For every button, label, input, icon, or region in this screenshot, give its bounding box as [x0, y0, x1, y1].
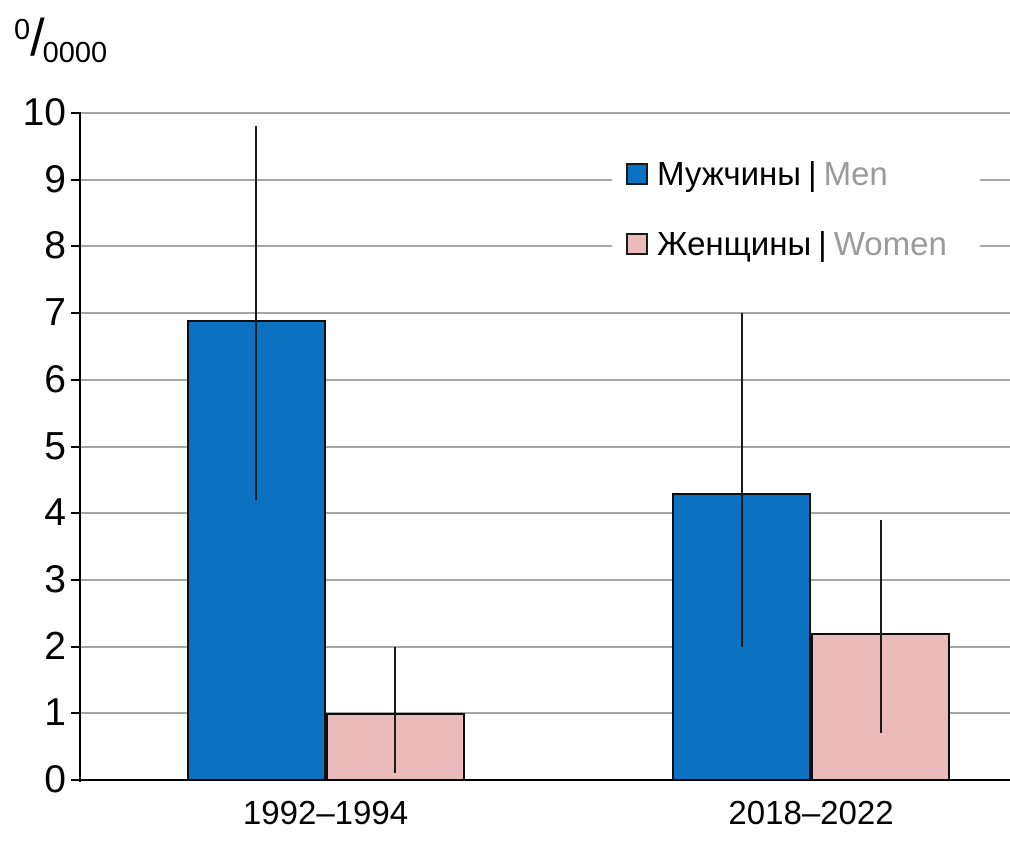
- y-axis-unit-label: 0/0000: [14, 10, 107, 79]
- gridline: [80, 245, 1010, 248]
- y-axis-tick-label: 10: [22, 91, 66, 134]
- gridline: [80, 378, 1010, 381]
- unit-slash: /: [30, 9, 45, 67]
- legend: Мужчины | Men Женщины | Women: [612, 142, 980, 266]
- legend-men-separator: |: [808, 155, 817, 192]
- gridline: [80, 445, 1010, 448]
- men-error-bar: [740, 313, 743, 647]
- gridline: [80, 512, 1010, 515]
- y-axis-tick-label: 4: [44, 491, 66, 535]
- unit-subscript: 0000: [42, 37, 108, 69]
- x-axis-label: 2018–2022: [728, 794, 894, 831]
- y-axis-tick-label: 3: [44, 557, 66, 601]
- y-axis-line: [79, 112, 81, 782]
- y-axis-tick: [71, 712, 80, 715]
- legend-label-women: Женщины | Women: [657, 226, 947, 262]
- gridline: [80, 578, 1010, 581]
- women-error-bar: [879, 519, 882, 734]
- gridline: [80, 645, 1010, 648]
- y-axis-tick: [71, 112, 80, 114]
- y-axis-tick: [71, 378, 80, 381]
- legend-item-women: Женщины | Women: [626, 226, 947, 262]
- y-axis-tick-label: 5: [44, 424, 66, 468]
- y-axis-tick-label: 6: [44, 357, 66, 401]
- x-axis-label: 1992–1994: [242, 794, 409, 831]
- legend-women-en: Women: [833, 225, 947, 262]
- y-axis-tick: [71, 445, 80, 448]
- y-axis-tick: [71, 578, 80, 581]
- y-axis-tick-label: 2: [44, 624, 66, 668]
- y-axis-tick: [71, 245, 80, 248]
- legend-item-men: Мужчины | Men: [626, 156, 888, 192]
- women-series-swatch-icon: [626, 233, 648, 255]
- gridline: [80, 312, 1010, 315]
- gridline: [80, 112, 1010, 114]
- y-axis-tick-label: 9: [44, 157, 66, 201]
- legend-men-en: Men: [823, 155, 888, 192]
- legend-label-men: Мужчины | Men: [657, 156, 888, 192]
- y-axis-tick-label: 1: [44, 691, 66, 735]
- legend-men-ru: Мужчины: [657, 155, 802, 192]
- y-axis-tick: [71, 645, 80, 648]
- unit-superscript: 0: [14, 14, 31, 46]
- y-axis-tick-label: 8: [44, 224, 66, 268]
- men-series-swatch-icon: [626, 163, 648, 185]
- y-axis-tick: [71, 178, 80, 181]
- women-error-bar: [394, 646, 396, 774]
- y-axis-tick: [71, 512, 80, 515]
- men-error-bar: [255, 126, 257, 500]
- gridline: [80, 712, 1010, 715]
- legend-women-separator: |: [818, 225, 827, 262]
- y-axis-tick: [71, 312, 80, 315]
- gridline: [80, 178, 1010, 181]
- x-axis-line: [71, 779, 1010, 781]
- y-axis-tick: [71, 779, 80, 781]
- y-axis-tick-label: 0: [44, 758, 66, 801]
- legend-women-ru: Женщины: [657, 225, 812, 262]
- y-axis-tick-label: 7: [44, 291, 66, 335]
